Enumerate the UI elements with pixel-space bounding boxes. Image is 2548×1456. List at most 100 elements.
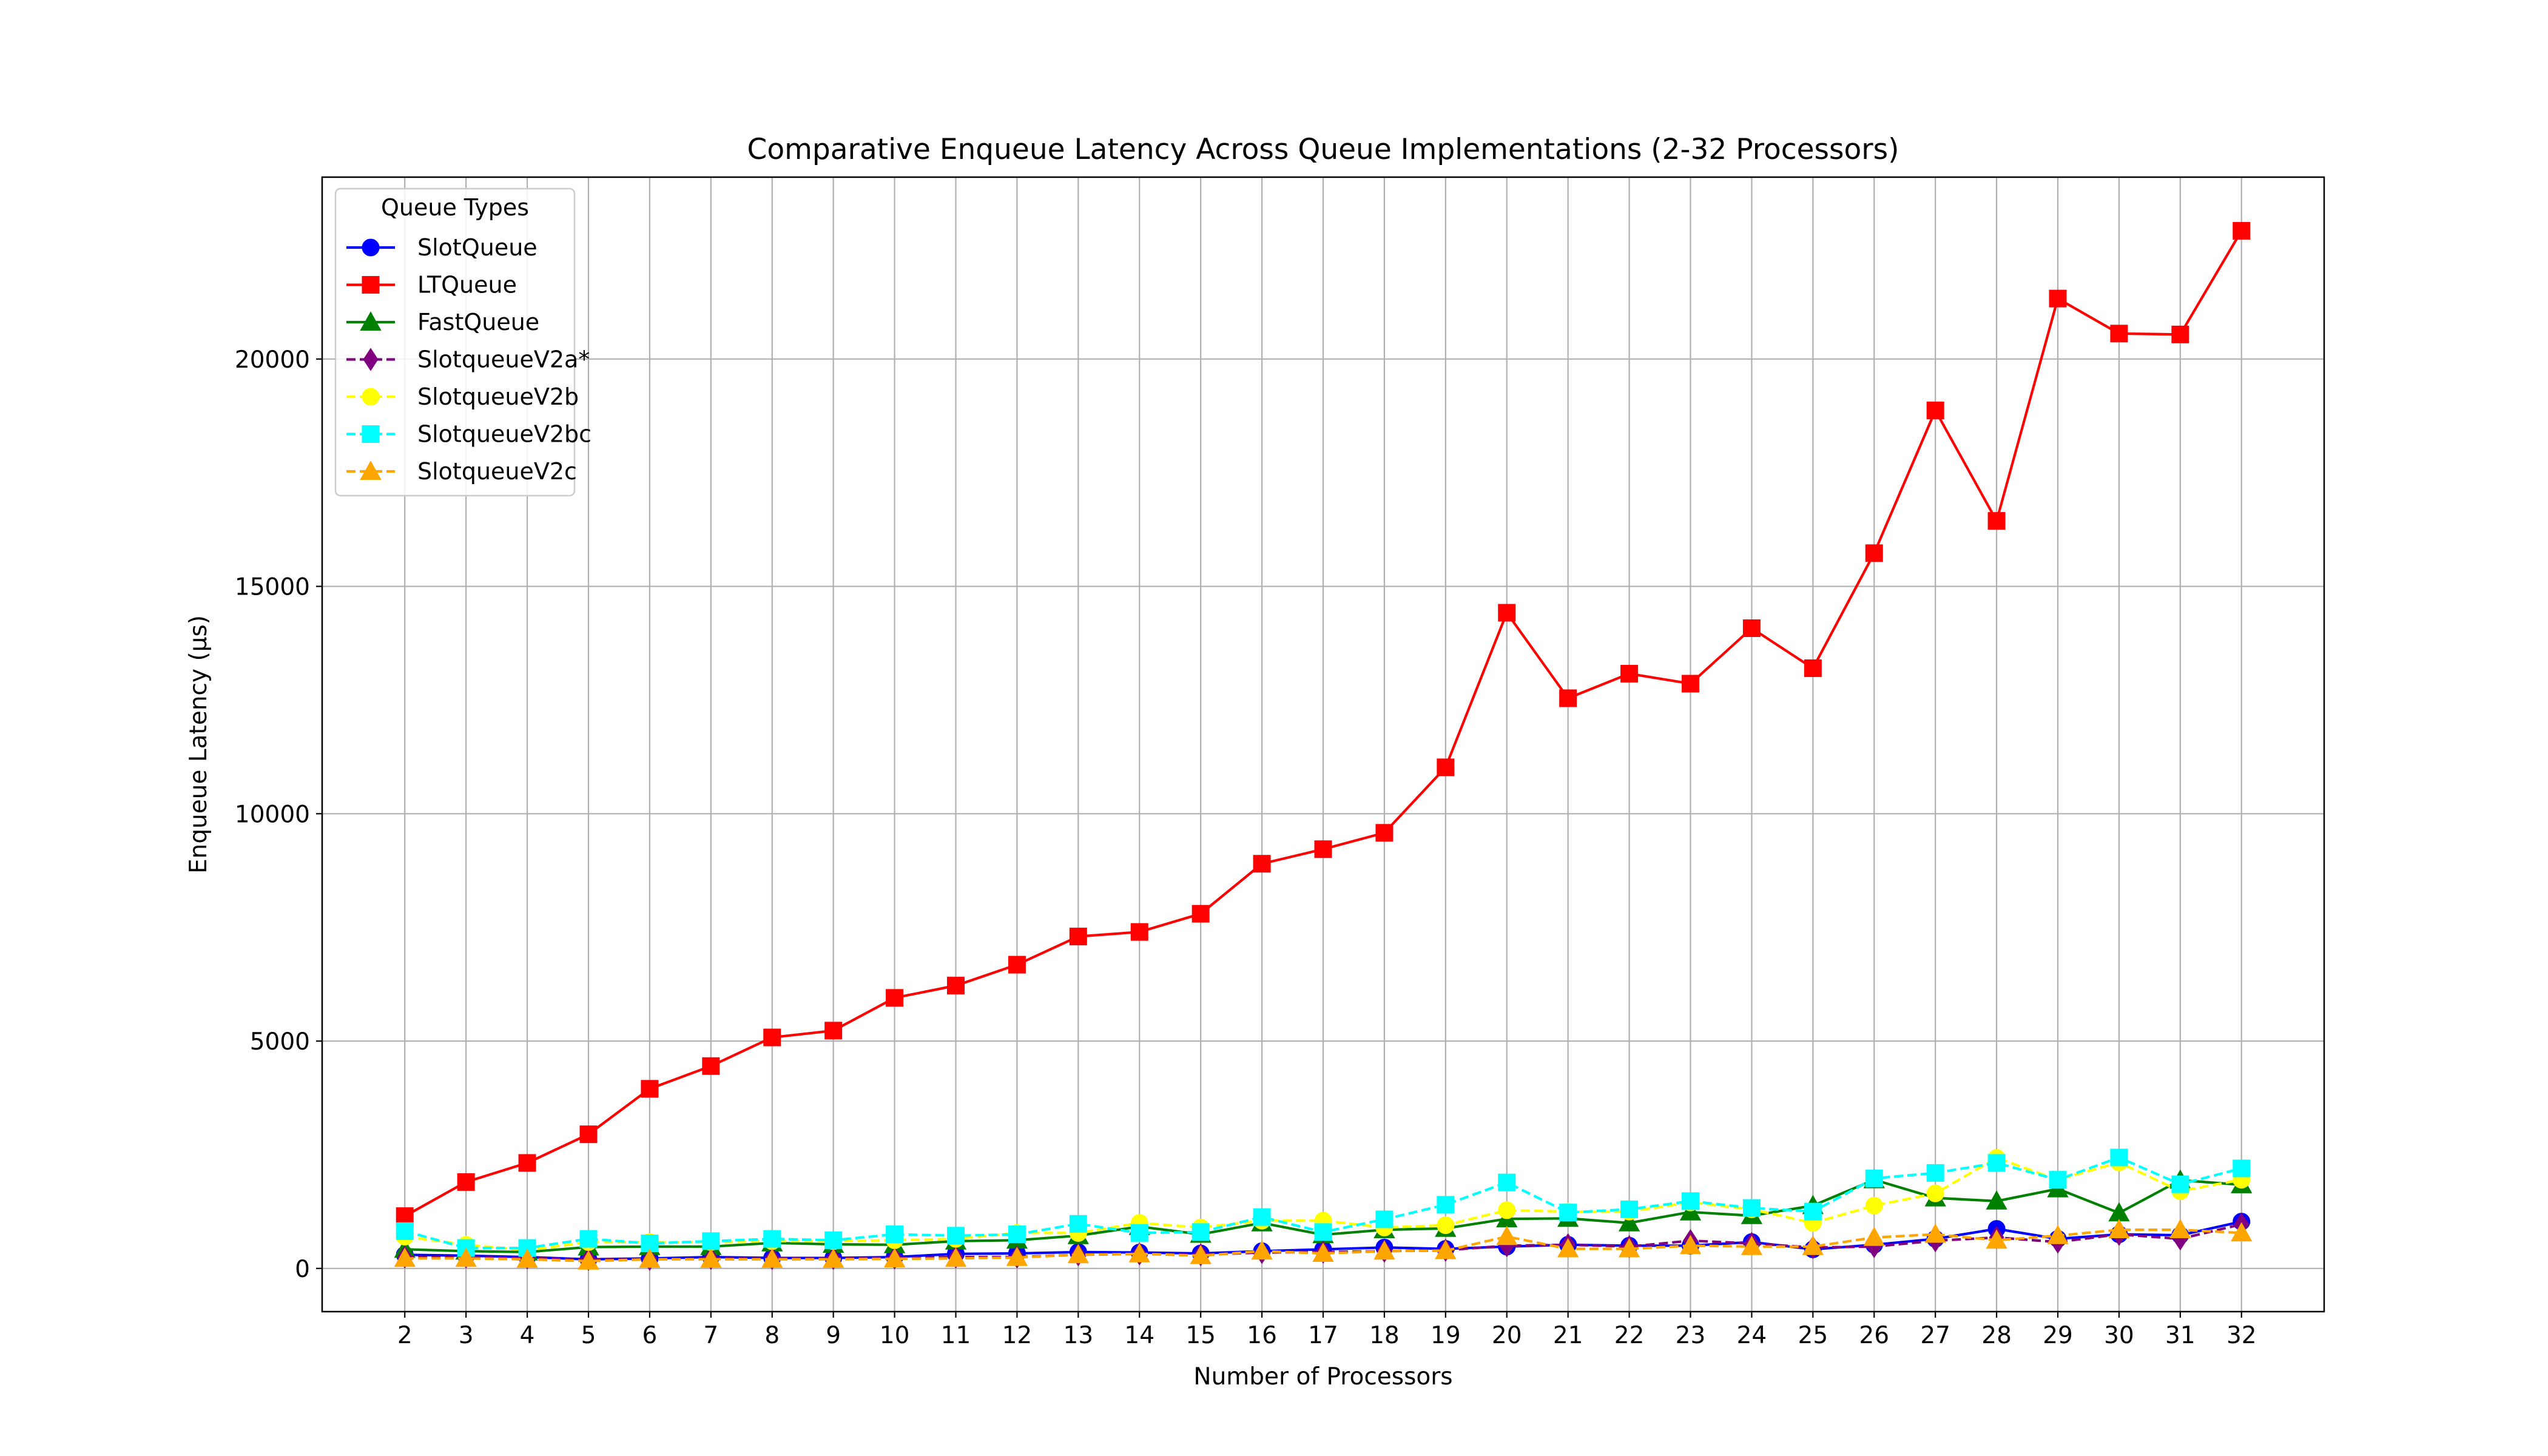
- data-point: [1190, 1244, 1212, 1264]
- data-point: [2108, 1219, 2130, 1239]
- data-point: [516, 1248, 538, 1268]
- x-tick-label: 9: [826, 1322, 841, 1349]
- data-point: [2171, 325, 2189, 343]
- data-point: [1008, 956, 1026, 974]
- x-tick-label: 23: [1676, 1322, 1706, 1349]
- x-tick-label: 15: [1185, 1322, 1216, 1349]
- data-point: [1067, 1244, 1089, 1264]
- data-point: [1802, 1235, 1824, 1255]
- x-tick-label: 21: [1553, 1322, 1583, 1349]
- data-point: [763, 1028, 781, 1046]
- data-point: [1557, 1238, 1579, 1258]
- data-point: [1251, 1240, 1273, 1260]
- data-point: [1069, 928, 1087, 946]
- data-point: [1804, 1202, 1822, 1221]
- x-tick-label: 8: [764, 1322, 780, 1349]
- y-axis-label: Enqueue Latency (µs): [185, 615, 212, 874]
- data-point: [1498, 1201, 1516, 1219]
- x-tick-label: 29: [2043, 1322, 2073, 1349]
- legend-item: FastQueue: [346, 309, 539, 335]
- data-point: [1559, 689, 1577, 707]
- legend-item: SlotQueue: [346, 234, 538, 261]
- x-tick-label: 13: [1063, 1322, 1094, 1349]
- x-tick-label: 24: [1737, 1322, 1767, 1349]
- legend-marker: [360, 311, 382, 331]
- data-point: [1498, 604, 1516, 622]
- data-point: [2171, 1175, 2189, 1193]
- data-point: [1435, 1239, 1457, 1259]
- data-point: [1130, 1224, 1148, 1242]
- series-layer: [394, 221, 2253, 1271]
- x-tick-label: 12: [1002, 1322, 1033, 1349]
- legend-label: SlotqueueV2bc: [417, 421, 592, 448]
- legend-label: SlotQueue: [417, 234, 538, 261]
- data-point: [641, 1080, 659, 1098]
- data-point: [1926, 1184, 1944, 1202]
- data-point: [1375, 824, 1394, 842]
- data-point: [1987, 512, 2006, 530]
- data-point: [2049, 1171, 2067, 1189]
- legend-label: SlotqueueV2a*: [417, 346, 590, 373]
- data-point: [1618, 1238, 1640, 1258]
- x-tick-label: 30: [2104, 1322, 2134, 1349]
- data-point: [945, 1247, 967, 1267]
- data-point: [457, 1173, 475, 1191]
- data-point: [1620, 664, 1639, 682]
- data-point: [2231, 1222, 2253, 1242]
- x-tick-label: 19: [1431, 1322, 1461, 1349]
- data-point: [1926, 1164, 1944, 1182]
- data-point: [1804, 659, 1822, 677]
- x-tick-label: 6: [642, 1322, 657, 1349]
- legend-label: LTQueue: [417, 272, 517, 298]
- legend-label: SlotqueueV2c: [417, 458, 577, 485]
- data-point: [1437, 1196, 1455, 1214]
- data-point: [2233, 1159, 2251, 1178]
- y-tick-label: 15000: [235, 574, 310, 601]
- data-point: [1742, 1199, 1761, 1217]
- data-point: [396, 1222, 414, 1240]
- data-point: [946, 1227, 965, 1245]
- data-point: [639, 1248, 661, 1268]
- data-point: [1253, 1208, 1271, 1226]
- data-point: [824, 1231, 843, 1249]
- data-point: [1559, 1204, 1577, 1222]
- y-tick-label: 10000: [235, 801, 310, 828]
- data-point: [700, 1248, 722, 1268]
- data-point: [1006, 1246, 1028, 1266]
- data-point: [1620, 1200, 1639, 1218]
- x-tick-label: 17: [1308, 1322, 1338, 1349]
- data-point: [702, 1057, 720, 1075]
- data-point: [1682, 1192, 1700, 1210]
- data-point: [579, 1230, 598, 1248]
- x-tick-label: 5: [581, 1322, 596, 1349]
- series-slotqueuev2c: [394, 1219, 2253, 1270]
- legend-marker: [362, 425, 380, 443]
- data-point: [1314, 840, 1332, 858]
- y-tick-label: 20000: [235, 346, 310, 374]
- data-point: [946, 977, 965, 995]
- data-point: [1682, 675, 1700, 693]
- data-point: [1191, 905, 1210, 923]
- x-tick-label: 16: [1247, 1322, 1277, 1349]
- legend: Queue Types SlotQueue LTQueue FastQueue Slot…: [334, 187, 592, 497]
- data-point: [1926, 401, 1944, 419]
- data-point: [578, 1250, 599, 1270]
- data-point: [1253, 855, 1271, 873]
- data-point: [1986, 1190, 2007, 1210]
- data-point: [1865, 544, 1883, 562]
- data-point: [1373, 1240, 1395, 1260]
- y-tick-label: 0: [295, 1256, 310, 1283]
- x-tick-label: 10: [880, 1322, 910, 1349]
- legend-item: SlotqueueV2b: [346, 383, 579, 410]
- data-point: [1496, 1225, 1518, 1245]
- data-point: [579, 1125, 598, 1144]
- x-tick-label: 20: [1492, 1322, 1522, 1349]
- legend-item: SlotqueueV2bc: [346, 421, 592, 448]
- x-tick-label: 11: [941, 1322, 971, 1349]
- data-point: [1987, 1154, 2006, 1172]
- x-tick-label: 7: [703, 1322, 718, 1349]
- legend-marker: [362, 276, 380, 294]
- data-point: [702, 1232, 720, 1250]
- data-point: [1679, 1235, 1702, 1255]
- data-point: [1375, 1210, 1394, 1228]
